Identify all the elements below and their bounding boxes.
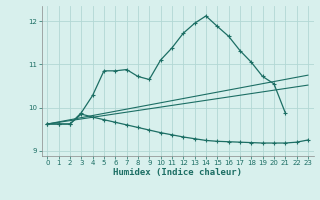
- X-axis label: Humidex (Indice chaleur): Humidex (Indice chaleur): [113, 168, 242, 177]
